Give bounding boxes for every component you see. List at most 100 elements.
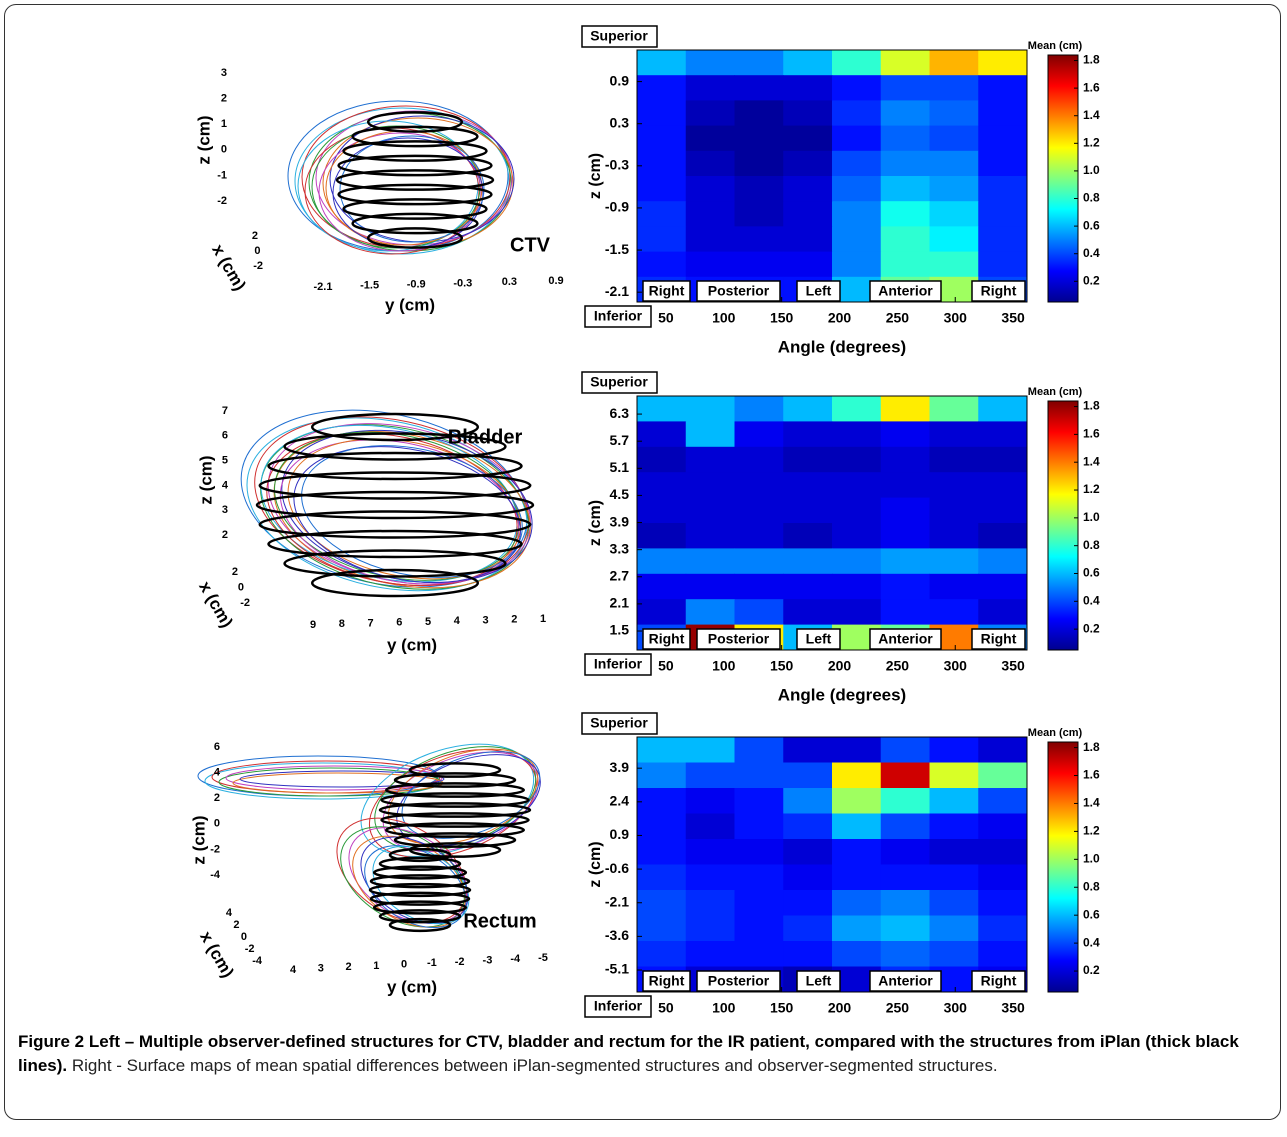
heat-cell: [686, 890, 735, 916]
heat-cell: [832, 176, 881, 202]
heat-cell: [783, 421, 832, 447]
iplan-contour: [257, 492, 533, 518]
heat-cell: [686, 252, 735, 278]
colorbar-label: Mean (cm): [1028, 386, 1083, 398]
heat-cell: [735, 421, 784, 447]
superior-label: Superior: [590, 28, 648, 44]
heat-cell: [637, 151, 686, 177]
heat-cell: [978, 75, 1027, 101]
y-tick-label: 1: [540, 613, 546, 625]
caption-text: Right - Surface maps of mean spatial dif…: [72, 1056, 998, 1075]
heat-cell: [783, 75, 832, 101]
heat-cell: [637, 523, 686, 549]
y-tick-label: -0.3: [605, 157, 629, 173]
superior-label: Superior: [590, 374, 648, 390]
heat-cell: [783, 890, 832, 916]
heat-cell: [930, 916, 979, 942]
colorbar-tick-label: 1.4: [1083, 796, 1100, 810]
x-tick-label: 300: [944, 1000, 968, 1016]
heat-cell: [832, 890, 881, 916]
heat-cell: [881, 941, 930, 967]
heat-cell: [930, 226, 979, 252]
heat-cell: [783, 396, 832, 422]
iplan-contour: [344, 199, 487, 218]
heat-cell: [930, 100, 979, 126]
page: 0.90.3-0.3-0.9-1.5-2.1501001502002503003…: [0, 0, 1287, 1137]
y-tick-label: 3.3: [610, 540, 630, 556]
heat-cell: [881, 788, 930, 814]
z-axis-label: z (cm): [189, 815, 208, 864]
region-label: Right: [649, 283, 685, 299]
z-tick-label: 2: [214, 792, 220, 804]
region-label: Anterior: [878, 631, 933, 647]
heat-cell: [735, 151, 784, 177]
z-axis-label: z (cm): [196, 455, 215, 504]
y-tick-label: 1.5: [610, 622, 630, 638]
colorbar-tick-label: 1.2: [1083, 482, 1100, 496]
heat-cell: [930, 151, 979, 177]
heat-cell: [686, 599, 735, 625]
heat-cell: [881, 890, 930, 916]
x-tick-label: 200: [828, 1000, 852, 1016]
x-axis-label: Angle (degrees): [778, 337, 906, 356]
heat-cell: [881, 548, 930, 574]
z-tick-label: 4: [214, 767, 221, 779]
heat-cell: [735, 126, 784, 152]
heat-cell: [637, 396, 686, 422]
x-tick-label: 350: [1001, 658, 1025, 674]
heat-cell: [881, 421, 930, 447]
heat-cell: [930, 421, 979, 447]
heat-cell: [686, 396, 735, 422]
heat-cell: [881, 447, 930, 473]
y-tick-label: 7: [367, 617, 373, 629]
region-label: Right: [981, 631, 1017, 647]
heat-cell: [978, 788, 1027, 814]
superior-label: Superior: [590, 715, 648, 731]
colorbar: [1048, 55, 1078, 302]
y-tick-label: 4.5: [610, 486, 630, 502]
heat-cell: [783, 916, 832, 942]
y-tick-label: 2.7: [610, 567, 630, 583]
heat-cell: [686, 814, 735, 840]
x-tick-label: 4: [226, 907, 233, 919]
heat-cell: [881, 226, 930, 252]
y-axis-label: z (cm): [587, 500, 604, 546]
region-label: Left: [806, 631, 832, 647]
heat-cell: [637, 201, 686, 227]
heat-cell: [686, 941, 735, 967]
region-label: Anterior: [878, 973, 933, 989]
x-tick-label: 50: [658, 310, 674, 326]
x-tick-label: 250: [886, 658, 910, 674]
heat-cell: [637, 100, 686, 126]
heat-cell: [832, 151, 881, 177]
heat-cell: [930, 126, 979, 152]
heat-cell: [832, 252, 881, 278]
x-tick-label: 0: [254, 245, 260, 257]
z-tick-label: 4: [222, 479, 229, 491]
heat-cell: [832, 396, 881, 422]
heat-cell: [783, 472, 832, 498]
z-tick-label: -2: [210, 843, 220, 855]
heat-cell: [783, 865, 832, 891]
structure-name: Rectum: [463, 910, 536, 932]
y-axis-label: z (cm): [587, 841, 604, 887]
y-tick-label: -2: [455, 956, 465, 968]
heat-cell: [735, 890, 784, 916]
heat-cell: [686, 498, 735, 524]
structure-name: CTV: [510, 234, 551, 256]
heat-cell: [637, 548, 686, 574]
heat-cell: [881, 472, 930, 498]
heat-cell: [637, 814, 686, 840]
z-tick-label: 0: [214, 818, 220, 830]
heat-cell: [832, 865, 881, 891]
heat-cell: [686, 201, 735, 227]
y-tick-label: 9: [310, 619, 316, 631]
heat-cell: [832, 126, 881, 152]
heat-cell: [978, 498, 1027, 524]
heat-cell: [783, 523, 832, 549]
y-tick-label: 2.4: [610, 793, 630, 809]
heat-cell: [832, 574, 881, 600]
heat-cell: [637, 890, 686, 916]
heat-cell: [783, 126, 832, 152]
inferior-label: Inferior: [594, 308, 643, 324]
